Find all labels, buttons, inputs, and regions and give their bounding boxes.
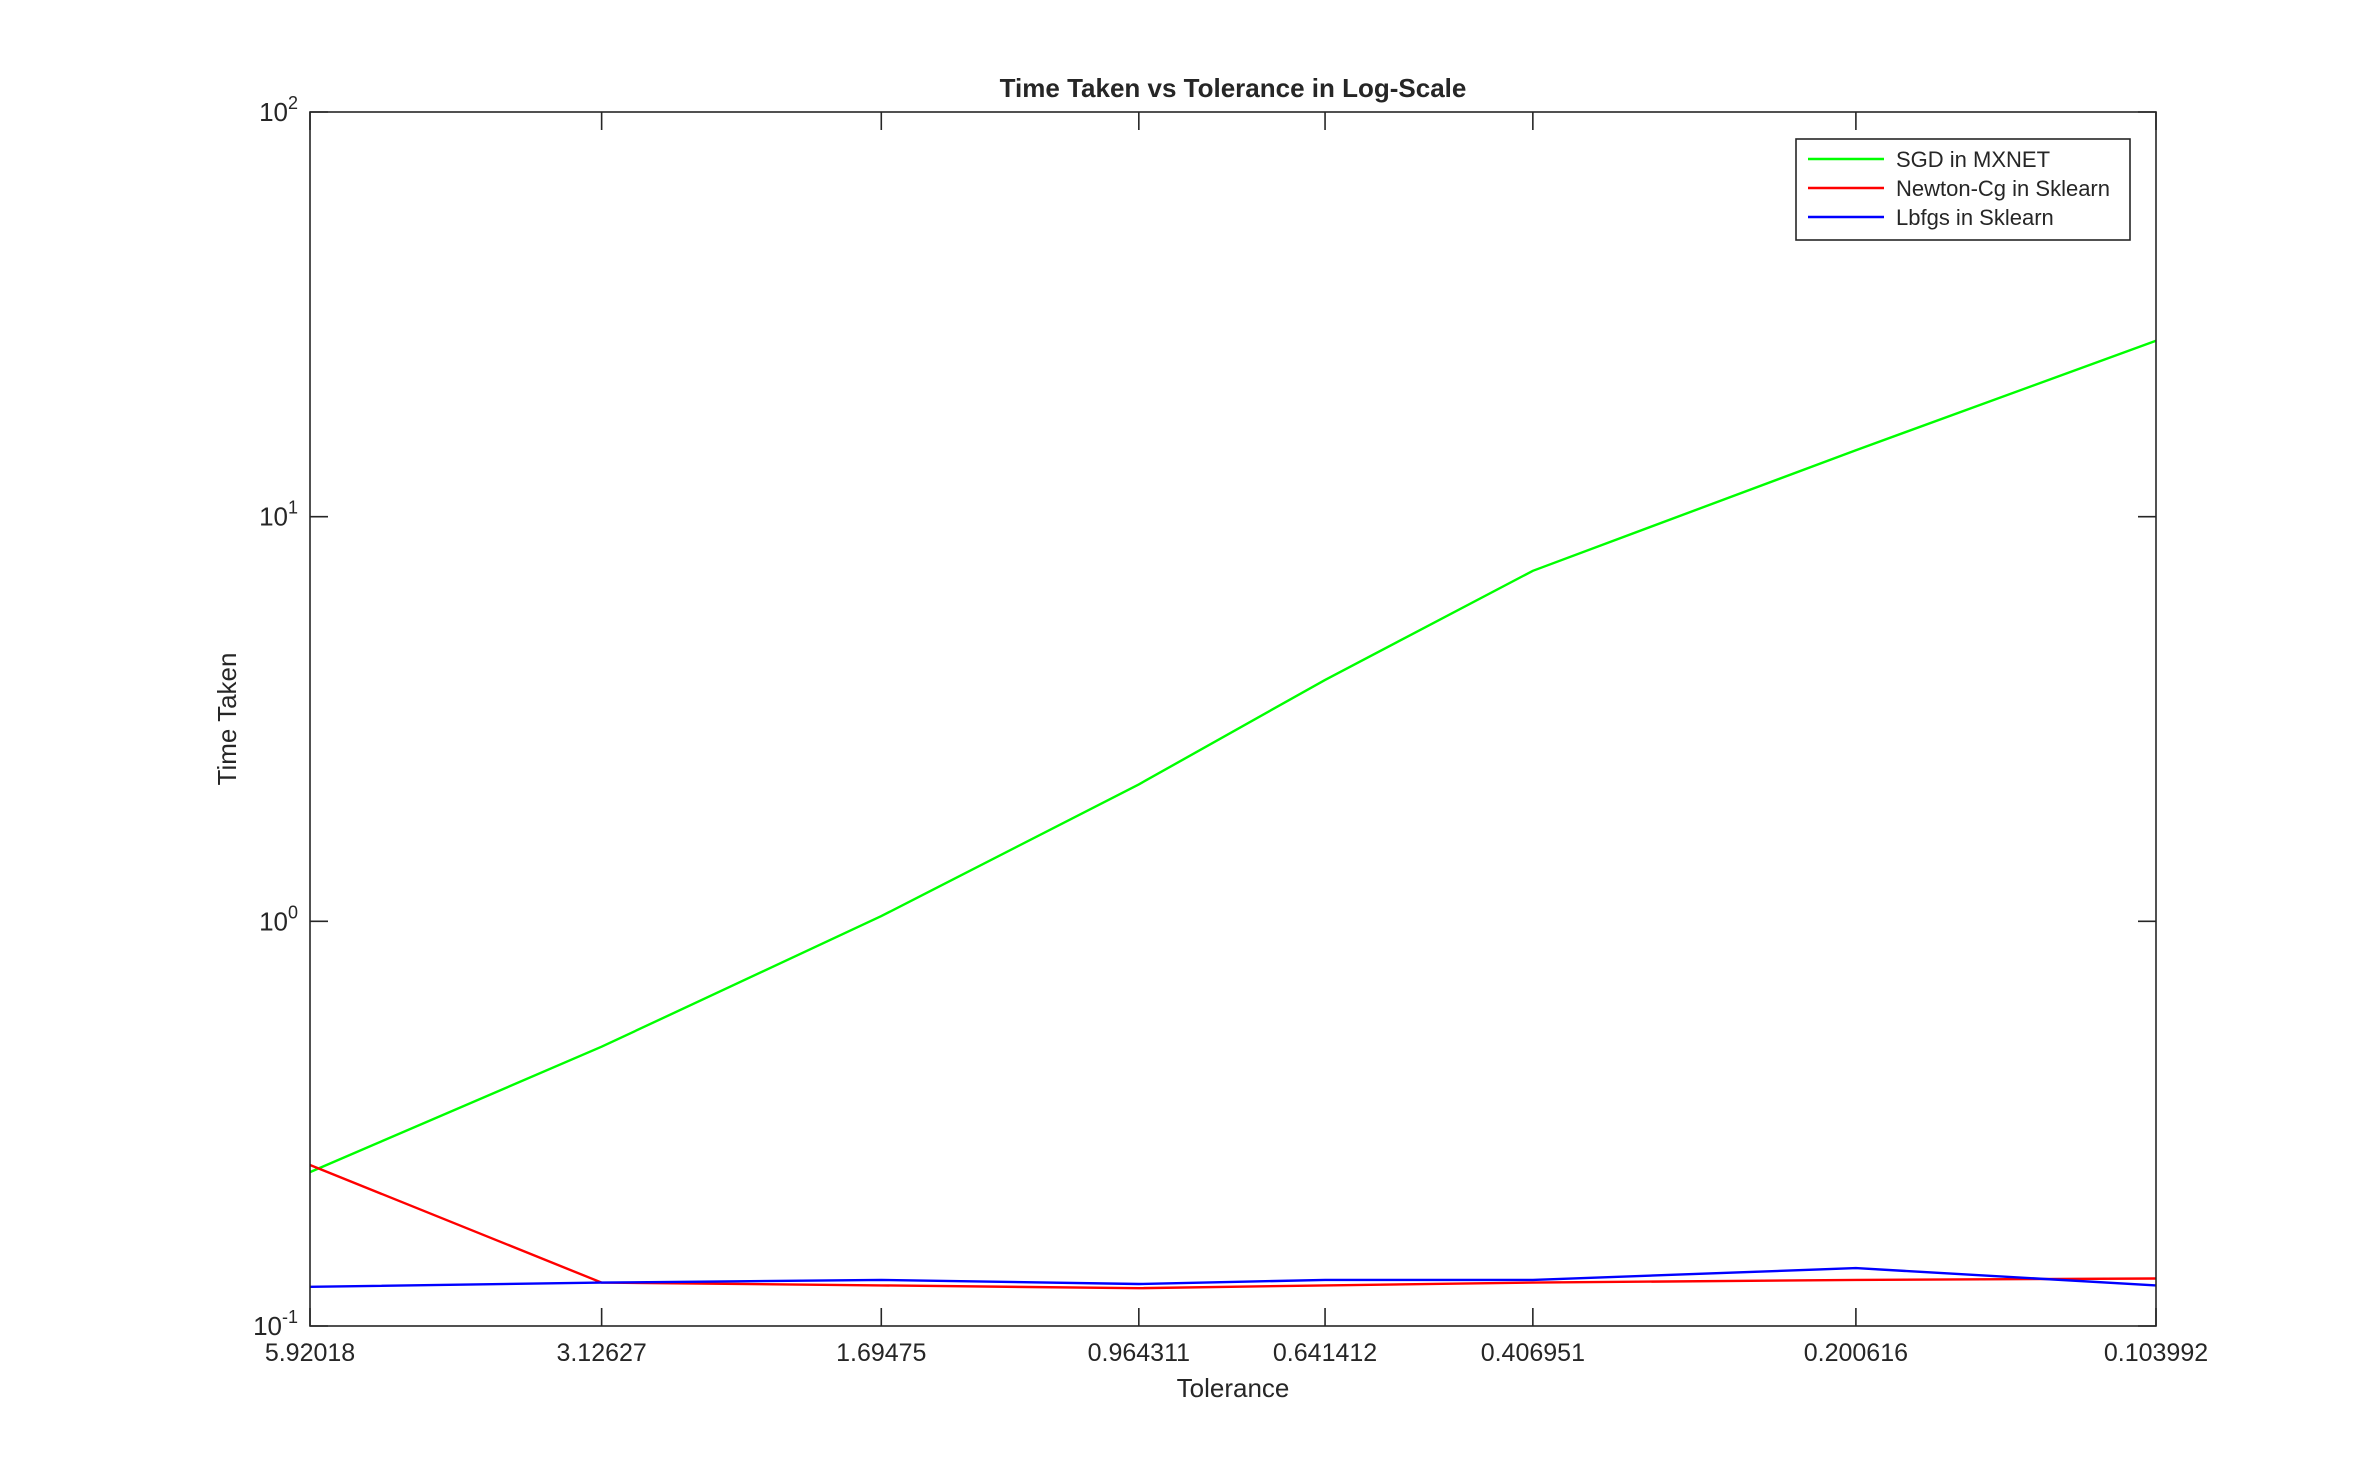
x-tick-label: 0.964311 (1088, 1339, 1190, 1367)
legend: SGD in MXNET Newton-Cg in Sklearn Lbfgs in… (1795, 138, 2131, 241)
plot-frame (309, 111, 2157, 1327)
series-line-3 (309, 1266, 2157, 1288)
chart-title: Time Taken vs Tolerance in Log-Scale (1000, 73, 1467, 103)
plot-area-background (310, 112, 2156, 1326)
legend-box (1795, 138, 2131, 241)
legend-label: Newton-Cg in Sklearn (1896, 176, 2110, 201)
x-tick-label: 0.200616 (1804, 1339, 1908, 1367)
series-lines (309, 339, 2157, 1290)
y-tick-label: 100 (259, 902, 298, 936)
x-axis-label: Tolerance (1177, 1373, 1290, 1403)
y-axis-label: Time Taken (212, 653, 242, 786)
x-tick-label: 0.406951 (1481, 1339, 1585, 1367)
x-tick-label: 3.12627 (556, 1339, 646, 1367)
axes: 5.92018 3.12627 1.69475 0.964311 0.641412 0.4… (253, 93, 2208, 1367)
y-tick-label: 10-1 (253, 1307, 298, 1341)
x-tick-label: 0.641412 (1273, 1339, 1377, 1367)
y-tick-label: 102 (259, 93, 298, 127)
y-tick-label: 101 (259, 498, 298, 532)
x-tick-label: 1.69475 (836, 1339, 926, 1367)
series-line-1 (309, 339, 2157, 1174)
x-tick-label: 5.92018 (265, 1339, 355, 1367)
legend-label: SGD in MXNET (1896, 147, 2050, 172)
x-tick-label: 0.103992 (2104, 1339, 2208, 1367)
legend-label: Lbfgs in Sklearn (1896, 205, 2054, 230)
